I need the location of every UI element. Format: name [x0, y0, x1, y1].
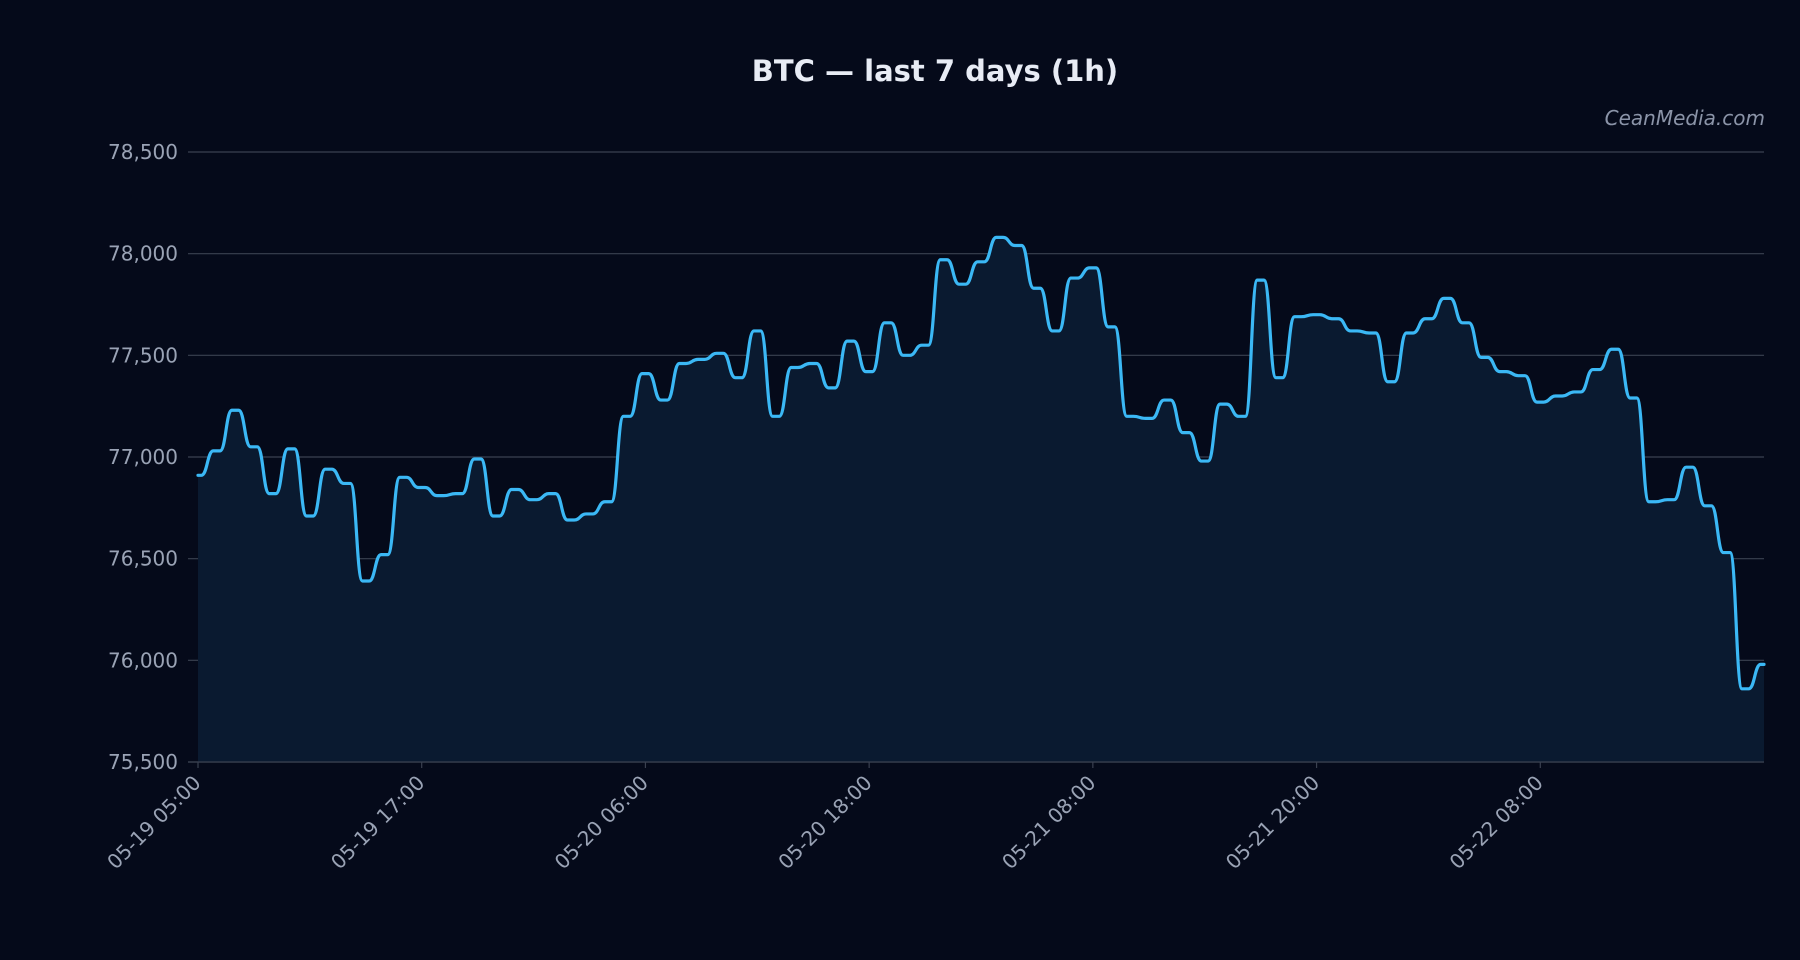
x-tick-label: 05-20 18:00	[773, 771, 876, 874]
x-tick-label: 05-21 08:00	[997, 771, 1100, 874]
x-tick-label: 05-22 08:00	[1445, 771, 1548, 874]
x-tick-label: 05-20 06:00	[550, 771, 653, 874]
y-tick-label: 78,000	[108, 242, 178, 266]
x-tick-label: 05-19 17:00	[326, 771, 429, 874]
y-tick-label: 76,500	[108, 547, 178, 571]
watermark: CeanMedia.com	[1604, 106, 1765, 130]
price-series-line	[196, 235, 1766, 691]
price-area-fill	[198, 237, 1764, 762]
y-tick-label: 76,000	[108, 648, 178, 672]
y-tick-label: 78,500	[108, 140, 178, 164]
x-tick-label: 05-19 05:00	[102, 771, 205, 874]
y-tick-label: 75,500	[108, 750, 178, 774]
chart-title: BTC — last 7 days (1h)	[751, 54, 1119, 88]
x-tick-label: 05-21 20:00	[1221, 771, 1324, 874]
y-tick-label: 77,500	[108, 343, 178, 367]
y-tick-label: 77,000	[108, 445, 178, 469]
